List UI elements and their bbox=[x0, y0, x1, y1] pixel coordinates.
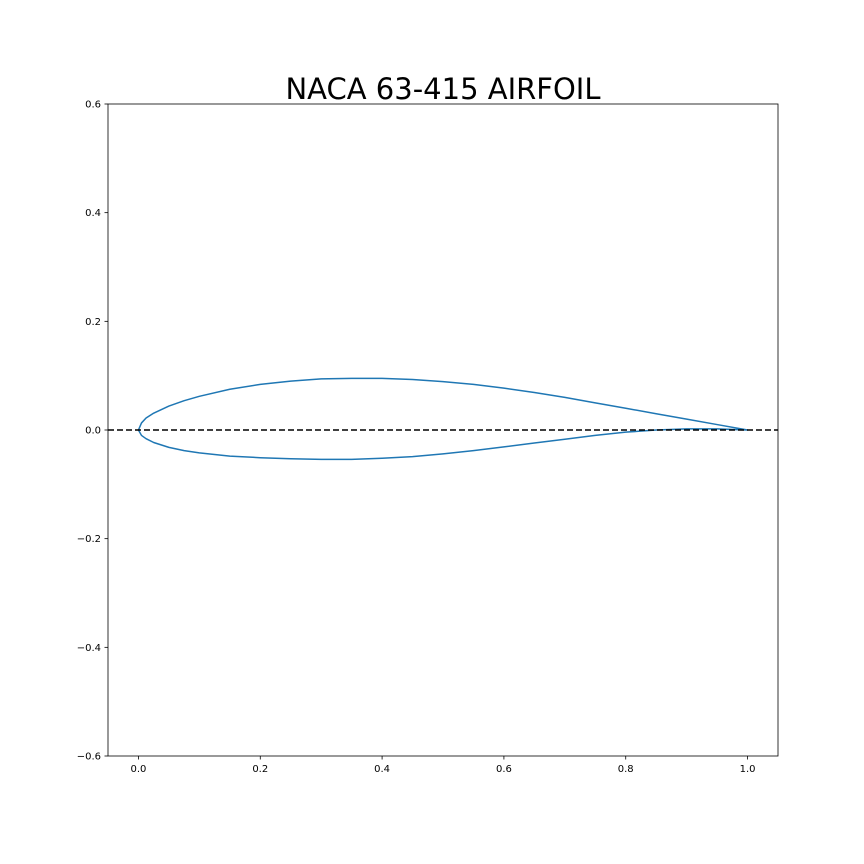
airfoil-profile-line bbox=[137, 377, 749, 461]
x-tick-label: 0.8 bbox=[618, 764, 634, 775]
y-tick-label: 0.2 bbox=[85, 317, 101, 328]
y-axis: −0.6 −0.4 −0.2 0.0 0.2 0.4 0.6 bbox=[77, 100, 108, 763]
y-tick-label: −0.2 bbox=[77, 534, 101, 545]
x-tick-label: 0.2 bbox=[252, 764, 268, 775]
y-tick-label: 0.6 bbox=[85, 100, 101, 111]
y-tick-label: −0.6 bbox=[77, 752, 101, 763]
x-axis: 0.0 0.2 0.4 0.6 0.8 1.0 bbox=[131, 756, 756, 775]
x-tick-label: 1.0 bbox=[740, 764, 756, 775]
axes-frame bbox=[107, 103, 779, 757]
y-tick-label: 0.4 bbox=[85, 208, 101, 219]
y-tick-label: −0.4 bbox=[77, 643, 101, 654]
x-tick-label: 0.0 bbox=[131, 764, 147, 775]
plot-area bbox=[108, 377, 778, 461]
x-tick-label: 0.6 bbox=[496, 764, 512, 775]
x-tick-label: 0.4 bbox=[374, 764, 390, 775]
chart-title: NACA 63-415 AIRFOIL bbox=[285, 72, 600, 106]
y-tick-label: 0.0 bbox=[85, 426, 101, 437]
